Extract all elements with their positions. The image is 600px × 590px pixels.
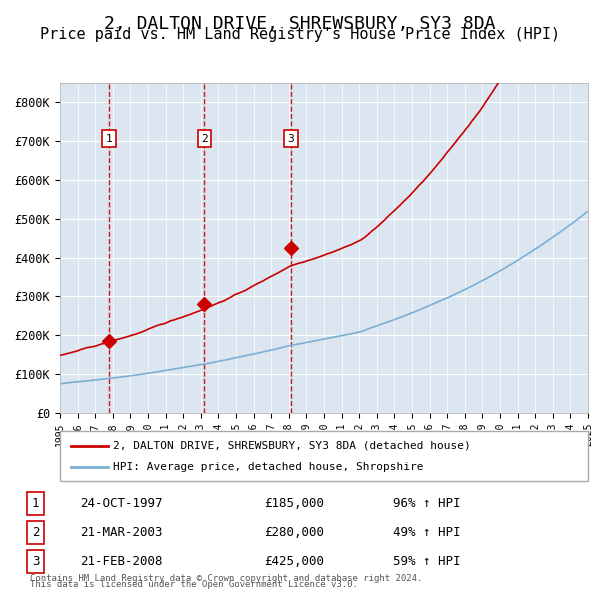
Text: 49% ↑ HPI: 49% ↑ HPI — [392, 526, 460, 539]
Text: 3: 3 — [287, 134, 295, 144]
Text: 2: 2 — [32, 526, 40, 539]
Text: Price paid vs. HM Land Registry's House Price Index (HPI): Price paid vs. HM Land Registry's House … — [40, 27, 560, 41]
Text: This data is licensed under the Open Government Licence v3.0.: This data is licensed under the Open Gov… — [30, 580, 358, 589]
Text: 1: 1 — [32, 497, 40, 510]
Text: HPI: Average price, detached house, Shropshire: HPI: Average price, detached house, Shro… — [113, 462, 424, 472]
Text: 1: 1 — [106, 134, 113, 144]
Text: £280,000: £280,000 — [265, 526, 325, 539]
Text: £425,000: £425,000 — [265, 555, 325, 568]
Text: 96% ↑ HPI: 96% ↑ HPI — [392, 497, 460, 510]
Text: 2, DALTON DRIVE, SHREWSBURY, SY3 8DA (detached house): 2, DALTON DRIVE, SHREWSBURY, SY3 8DA (de… — [113, 441, 470, 451]
FancyBboxPatch shape — [60, 431, 588, 481]
Text: £185,000: £185,000 — [265, 497, 325, 510]
Text: 21-MAR-2003: 21-MAR-2003 — [80, 526, 163, 539]
Text: Contains HM Land Registry data © Crown copyright and database right 2024.: Contains HM Land Registry data © Crown c… — [30, 574, 422, 583]
Text: 2: 2 — [201, 134, 208, 144]
Text: 24-OCT-1997: 24-OCT-1997 — [80, 497, 163, 510]
Text: 59% ↑ HPI: 59% ↑ HPI — [392, 555, 460, 568]
Text: 3: 3 — [32, 555, 40, 568]
Text: 2, DALTON DRIVE, SHREWSBURY, SY3 8DA: 2, DALTON DRIVE, SHREWSBURY, SY3 8DA — [104, 15, 496, 33]
Text: 21-FEB-2008: 21-FEB-2008 — [80, 555, 163, 568]
